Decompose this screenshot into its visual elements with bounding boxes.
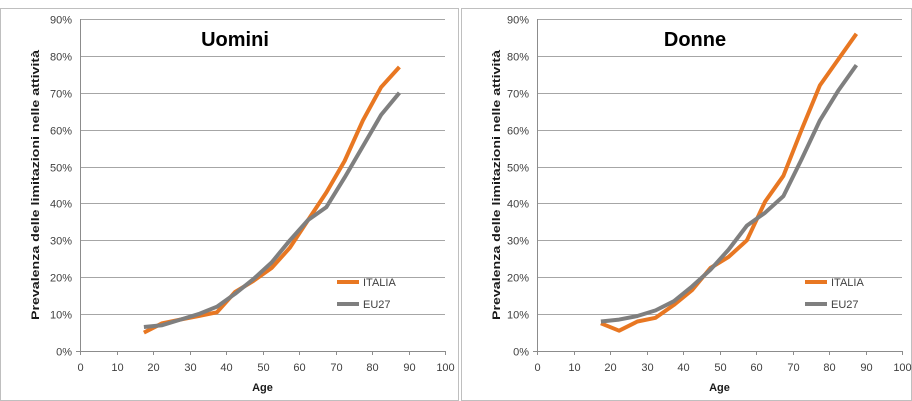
legend-label: ITALIA — [363, 277, 396, 289]
legend-label: EU27 — [363, 299, 391, 311]
x-tick-label: 60 — [750, 362, 762, 374]
x-tick-label: 50 — [257, 362, 269, 374]
y-tick-label: 70% — [507, 89, 529, 101]
x-tick-label: 80 — [366, 362, 378, 374]
series-line-eu27 — [600, 63, 859, 324]
x-tick-label: 20 — [147, 362, 159, 374]
y-tick-label: 50% — [507, 163, 529, 175]
x-tick-label: 30 — [641, 362, 653, 374]
chart-title: Donne — [664, 29, 726, 51]
y-tick-label: 80% — [507, 52, 529, 64]
x-tick-label: 50 — [714, 362, 726, 374]
x-tick-label: 100 — [436, 362, 454, 374]
x-tick-label: 30 — [184, 362, 196, 374]
x-tick-label: 90 — [860, 362, 872, 374]
x-tick-label: 100 — [893, 362, 911, 374]
y-tick-label: 50% — [50, 163, 72, 175]
x-tick-label: 20 — [604, 362, 616, 374]
chart-title: Uomini — [201, 29, 269, 51]
y-axis-title: Prevalenza delle limitazioni nelle attiv… — [30, 49, 42, 320]
y-tick-label: 90% — [50, 15, 72, 27]
chart-frame — [0, 8, 459, 401]
x-axis-title: Age — [709, 382, 730, 394]
series-line-italia — [600, 32, 859, 333]
x-tick-label: 40 — [677, 362, 689, 374]
y-tick-label: 40% — [507, 199, 529, 211]
x-tick-label: 90 — [403, 362, 415, 374]
y-tick-label: 0% — [56, 347, 72, 359]
y-tick-label: 90% — [507, 15, 529, 27]
y-tick-label: 30% — [50, 236, 72, 248]
x-tick-label: 70 — [787, 362, 799, 374]
chart-frame — [461, 8, 912, 401]
x-axis-title: Age — [252, 382, 273, 394]
x-tick-label: 0 — [77, 362, 83, 374]
x-tick-label: 40 — [220, 362, 232, 374]
y-tick-label: 80% — [50, 52, 72, 64]
series-line-eu27 — [143, 91, 401, 329]
y-tick-label: 0% — [513, 347, 529, 359]
x-tick-label: 0 — [534, 362, 540, 374]
y-tick-label: 10% — [507, 310, 529, 322]
y-tick-label: 30% — [507, 236, 529, 248]
x-tick-label: 60 — [293, 362, 305, 374]
y-tick-label: 20% — [507, 273, 529, 285]
y-tick-label: 60% — [50, 126, 72, 138]
chart-panel-1: 0% 10% 20% 30% 40% 50% 60% 70% 80% 90% 0 10 20 30 40 50… — [461, 8, 912, 401]
y-tick-label: 70% — [50, 89, 72, 101]
y-tick-label: 10% — [50, 310, 72, 322]
x-tick-label: 80 — [823, 362, 835, 374]
y-tick-label: 40% — [50, 199, 72, 211]
legend-label: EU27 — [831, 299, 859, 311]
legend-label: ITALIA — [831, 277, 864, 289]
x-tick-label: 10 — [568, 362, 580, 374]
chart-panel-0: 0% 10% 20% 30% 40% 50% 60% 70% 80% 90% 0 10 20 30 40 50… — [0, 8, 459, 401]
x-tick-label: 10 — [111, 362, 123, 374]
x-tick-label: 70 — [330, 362, 342, 374]
y-axis-title: Prevalenza delle limitazioni nelle attiv… — [491, 49, 503, 320]
y-tick-label: 60% — [507, 126, 529, 138]
y-tick-label: 20% — [50, 273, 72, 285]
